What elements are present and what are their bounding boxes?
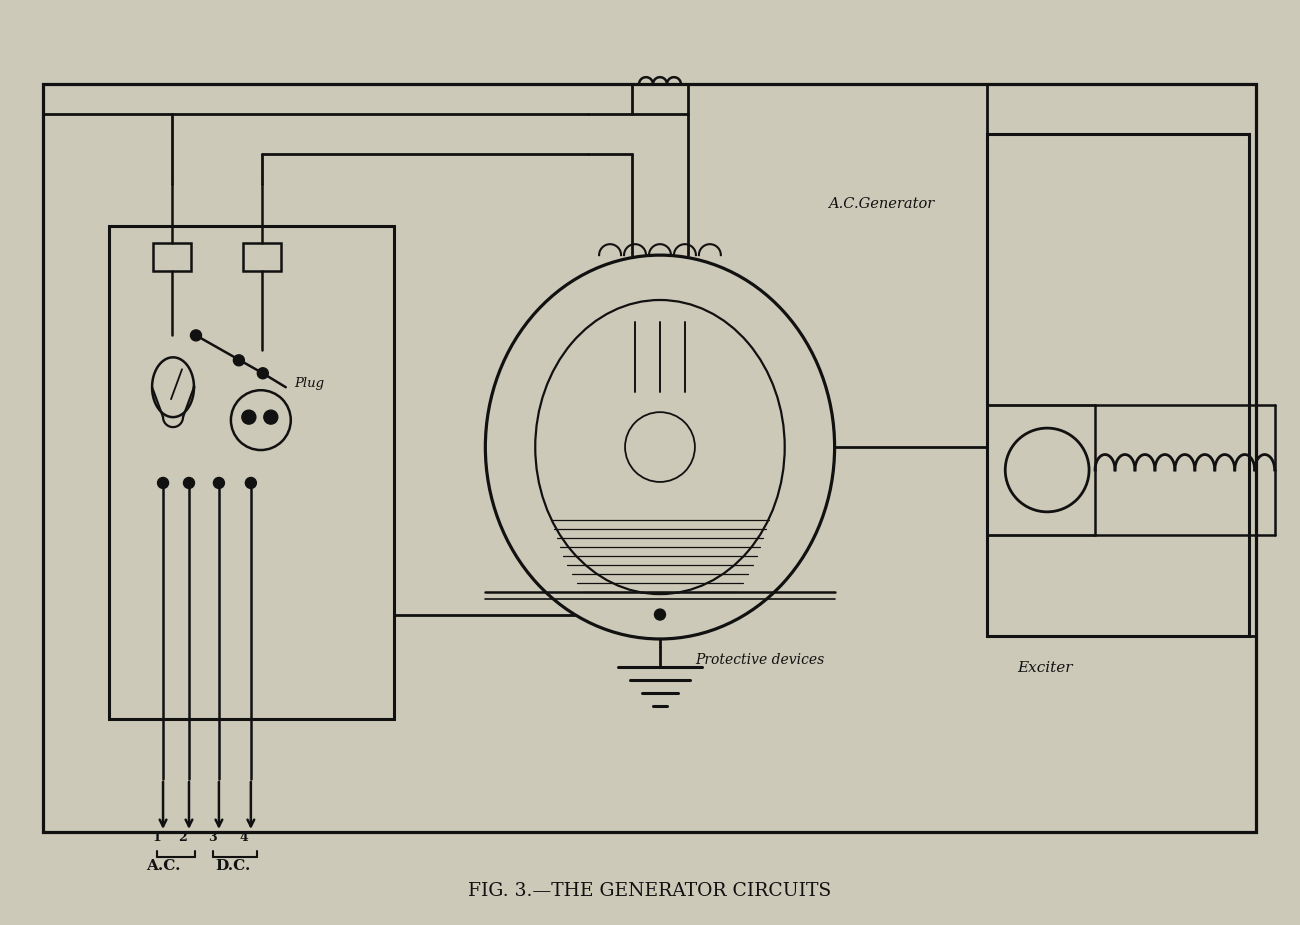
Text: Protective devices: Protective devices <box>696 653 824 668</box>
Circle shape <box>231 390 291 450</box>
Text: 3: 3 <box>208 831 217 844</box>
Circle shape <box>264 410 278 425</box>
Ellipse shape <box>485 255 835 639</box>
Circle shape <box>183 477 195 488</box>
Circle shape <box>257 368 268 378</box>
Circle shape <box>157 477 169 488</box>
Circle shape <box>213 477 225 488</box>
Circle shape <box>246 477 256 488</box>
Circle shape <box>191 330 202 341</box>
Circle shape <box>1005 428 1089 512</box>
Bar <box>43 84 1256 832</box>
Text: Plug: Plug <box>294 376 324 389</box>
Text: Exciter: Exciter <box>1017 661 1072 675</box>
Circle shape <box>234 355 244 365</box>
Text: FIG. 3.—THE GENERATOR CIRCUITS: FIG. 3.—THE GENERATOR CIRCUITS <box>468 882 832 900</box>
Circle shape <box>242 410 256 425</box>
Bar <box>987 134 1249 636</box>
Bar <box>109 226 394 720</box>
Circle shape <box>654 609 666 620</box>
Bar <box>153 242 191 271</box>
Text: A.C.: A.C. <box>146 858 181 873</box>
Ellipse shape <box>536 300 785 594</box>
Text: D.C.: D.C. <box>216 858 251 873</box>
Bar <box>243 242 281 271</box>
Text: 1: 1 <box>152 831 161 844</box>
Circle shape <box>625 413 696 482</box>
Text: A.C.Generator: A.C.Generator <box>828 197 933 211</box>
Text: 4: 4 <box>240 831 248 844</box>
Text: 2: 2 <box>178 831 187 844</box>
